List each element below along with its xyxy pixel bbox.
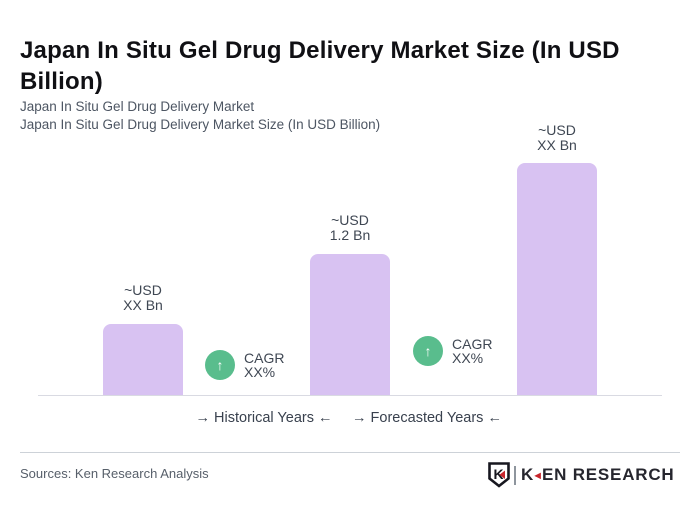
axis-section-historical-years: → Historical Years ← [195,410,333,426]
axis-section-forecasted-years: → Forecasted Years ← [352,410,502,426]
cagr-label: CAGR XX% [452,336,493,366]
footer-divider [20,452,680,453]
subtitle-line-2: Japan In Situ Gel Drug Delivery Market S… [20,117,381,132]
x-axis-line [38,395,662,396]
logo-wordmark: K◄EN RESEARCH [521,465,675,484]
bar-value-label: ~USD XX Bn [537,122,577,153]
bar-value-label: ~USD 1.2 Bn [329,212,371,243]
arrow-up-icon: ↑ [205,350,235,380]
logo-red-triangle-icon: ◄ [532,469,543,482]
sources-note: Sources: Ken Research Analysis [20,466,209,481]
bar-forecast-end [517,163,597,396]
arrow-up-icon: ↑ [413,336,443,366]
bar-current [310,254,390,396]
page-title: Japan In Situ Gel Drug Delivery Market S… [20,37,620,96]
cagr-label: CAGR XX% [244,350,285,380]
svg-text:K: K [494,466,504,482]
chart-subtitle: Japan In Situ Gel Drug Delivery Market J… [20,98,380,134]
ken-research-logo: K K◄EN RESEARCH [488,462,675,488]
bar-historical-start [103,324,183,396]
bar-value-label: ~USD XX Bn [123,282,163,313]
ken-research-badge-icon: K [488,462,510,488]
logo-separator [514,465,516,485]
subtitle-line-1: Japan In Situ Gel Drug Delivery Market [20,99,255,114]
